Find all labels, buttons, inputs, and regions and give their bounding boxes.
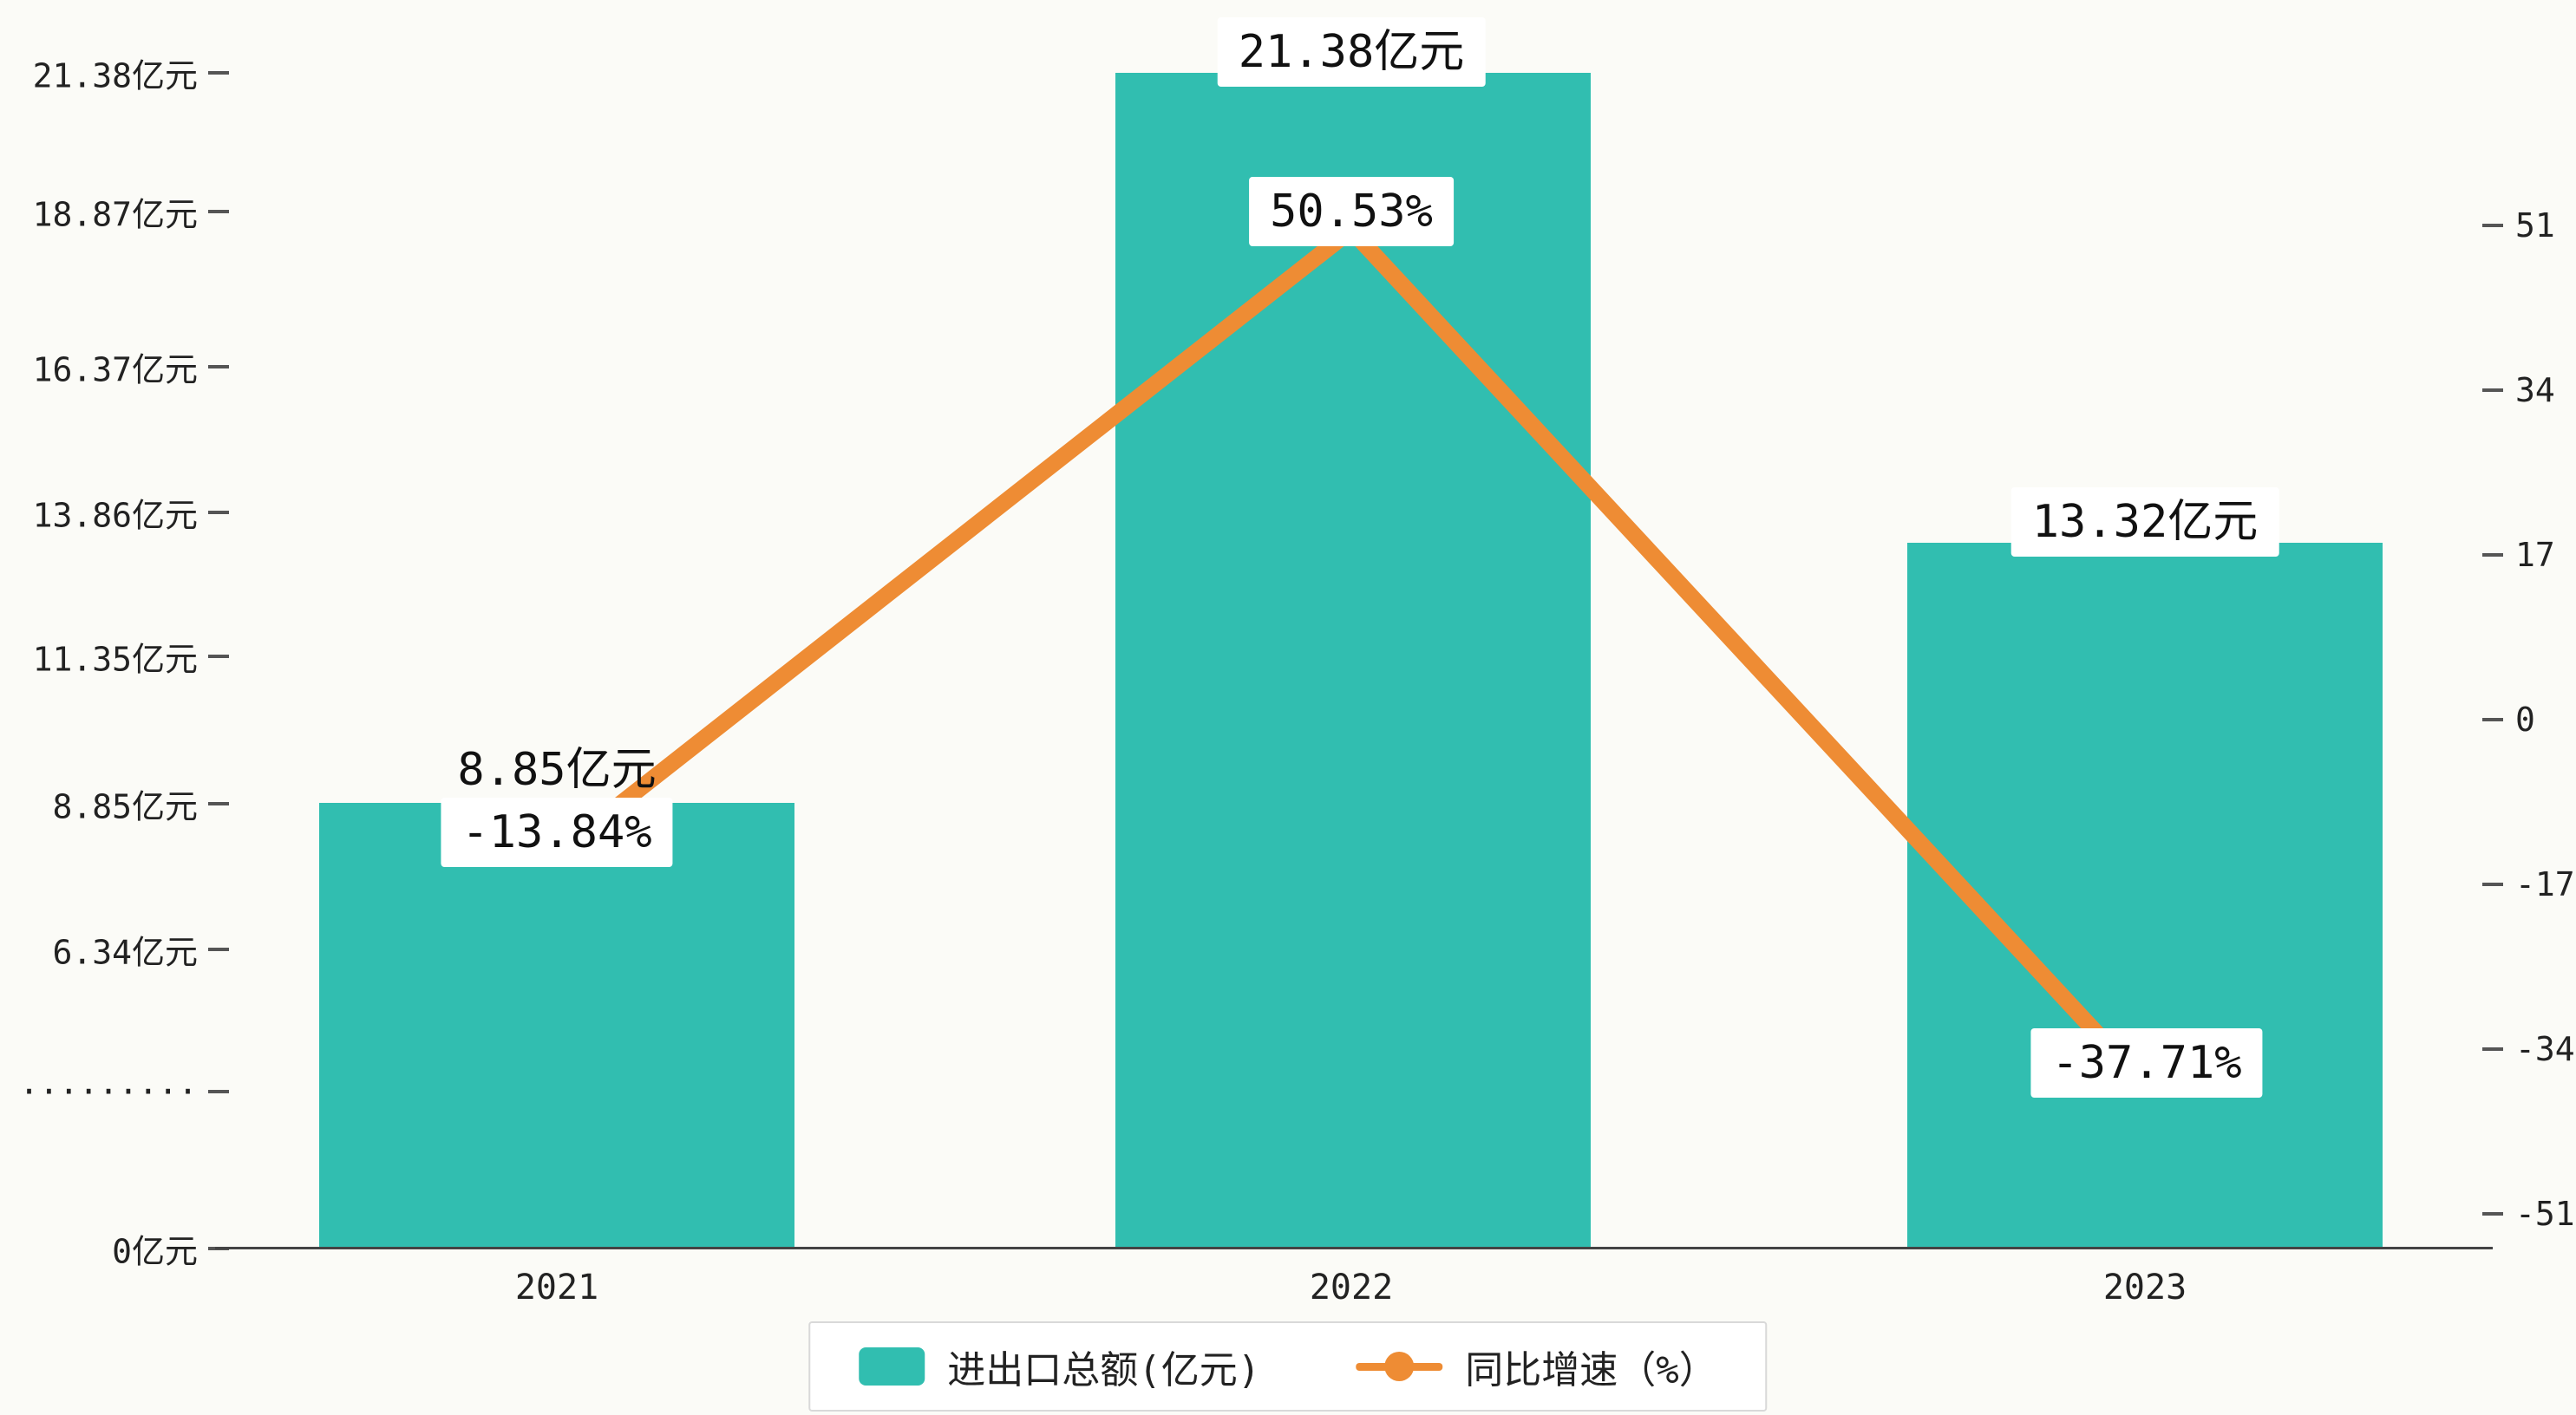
axis-break-label: ········· <box>19 1073 198 1111</box>
bar-value-label-2023: 13.32亿元 <box>2010 487 2279 557</box>
legend: 进出口总额(亿元) 同比增速（%） <box>808 1321 1768 1412</box>
tick-mark <box>208 948 229 951</box>
tick-mark <box>2482 1212 2503 1216</box>
left-axis-tick-label: 6.34亿元 <box>52 933 198 972</box>
left-axis-tick-label: 18.87亿元 <box>32 195 198 234</box>
left-axis-tick-label: 21.38亿元 <box>32 56 198 95</box>
x-axis-label-2023: 2023 <box>2102 1268 2187 1307</box>
tick-mark <box>208 511 229 514</box>
tick-mark <box>2482 224 2503 227</box>
left-axis-tick-label: 13.86亿元 <box>32 496 198 535</box>
x-axis-label-2021: 2021 <box>514 1268 599 1307</box>
legend-label: 同比增速（%） <box>1465 1348 1717 1392</box>
bar-value-label-2021: 8.85亿元 <box>457 744 657 796</box>
tick-mark <box>208 365 229 368</box>
right-axis-tick-label: -17 <box>2515 865 2575 903</box>
tick-mark <box>208 71 229 75</box>
bar-value-label-2022: 21.38亿元 <box>1217 17 1486 87</box>
tick-mark <box>208 1090 229 1093</box>
tick-mark <box>208 655 229 658</box>
growth-label-2021: -13.84% <box>441 798 673 867</box>
tick-mark <box>2482 553 2503 557</box>
right-axis-tick-label: 51 <box>2515 206 2555 245</box>
legend-item-total[interactable]: 进出口总额(亿元) <box>859 1339 1260 1394</box>
left-axis-tick-label: 16.37亿元 <box>32 350 198 389</box>
tick-mark <box>2482 388 2503 392</box>
tick-mark <box>208 210 229 213</box>
tick-mark <box>2482 718 2503 721</box>
right-axis-tick-label: -51 <box>2515 1195 2575 1233</box>
tick-mark <box>2482 883 2503 886</box>
bar-2023[interactable] <box>1907 542 2383 1249</box>
left-axis-tick-label: 8.85亿元 <box>52 787 198 826</box>
line-series-marker-icon <box>1356 1347 1443 1386</box>
right-axis-tick-label: 17 <box>2515 536 2555 574</box>
bar-series-swatch-icon <box>859 1347 925 1386</box>
bar-2021[interactable] <box>319 803 794 1249</box>
right-axis-tick-label: 34 <box>2515 371 2555 409</box>
growth-label-2022: 50.53% <box>1249 177 1454 246</box>
x-axis-line <box>215 1247 2493 1249</box>
tick-mark <box>208 802 229 805</box>
right-axis-tick-label: -34 <box>2515 1030 2575 1068</box>
legend-item-growth[interactable]: 同比增速（%） <box>1356 1339 1717 1394</box>
left-axis-tick-label: 0亿元 <box>112 1232 198 1271</box>
left-axis-tick-label: 11.35亿元 <box>32 640 198 679</box>
tick-mark <box>2482 1047 2503 1051</box>
x-axis-label-2022: 2022 <box>1309 1268 1394 1307</box>
legend-label: 进出口总额(亿元) <box>947 1348 1261 1392</box>
right-axis-tick-label: 0 <box>2515 701 2535 739</box>
growth-label-2023: -37.71% <box>2030 1028 2263 1098</box>
bar-2022[interactable] <box>1115 73 1591 1249</box>
